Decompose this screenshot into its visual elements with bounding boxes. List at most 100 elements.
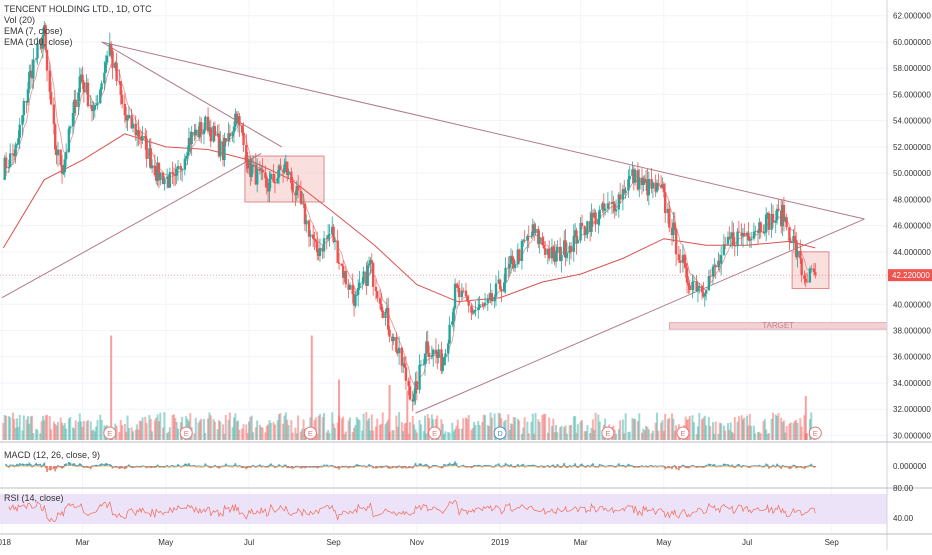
volume-bar <box>19 415 21 440</box>
candle-body <box>708 276 710 290</box>
volume-bar <box>750 426 752 440</box>
candle-body <box>599 210 601 219</box>
candle-body <box>300 191 302 204</box>
candle-body <box>663 184 665 192</box>
volume-bar <box>698 413 700 440</box>
volume-bar <box>363 414 365 440</box>
candle-body <box>96 103 98 105</box>
candle-body <box>106 56 108 63</box>
candle-body <box>413 394 415 402</box>
volume-bar <box>416 433 418 440</box>
candle-body <box>354 295 356 305</box>
candle-body <box>442 365 444 371</box>
volume-bar <box>462 418 464 440</box>
volume-bar <box>214 422 216 440</box>
candle-body <box>46 50 48 71</box>
volume-bar <box>146 423 148 440</box>
candle-body <box>54 124 56 149</box>
volume-bar <box>69 417 71 440</box>
y-tick-label: 44.000000 <box>893 248 931 257</box>
candle-body <box>608 203 610 204</box>
y-tick-label: 40.000000 <box>893 300 931 309</box>
volume-bar <box>468 415 470 440</box>
candle-body <box>428 353 430 357</box>
candle-body <box>328 234 330 235</box>
candle-body <box>105 63 107 73</box>
candle-body <box>144 136 146 138</box>
candle-body <box>689 285 691 290</box>
candle-body <box>59 150 61 165</box>
candle-body <box>594 213 596 225</box>
candle-body <box>387 308 389 330</box>
candle-body <box>264 173 266 179</box>
candle-body <box>69 127 71 129</box>
volume-bar <box>382 412 384 440</box>
x-tick-label: Nov <box>410 538 424 547</box>
volume-bar <box>528 433 530 440</box>
volume-bar <box>475 425 477 440</box>
candle-body <box>709 276 711 277</box>
candle-body <box>94 105 96 110</box>
y-tick-label: 38.000000 <box>893 327 931 336</box>
volume-bar <box>625 413 627 440</box>
candle-body <box>679 260 681 263</box>
candle-body <box>675 229 677 254</box>
candle-body <box>169 172 171 187</box>
volume-bar <box>772 413 774 440</box>
candle-body <box>693 281 695 282</box>
candle-body <box>491 293 493 301</box>
event-marker-label: E <box>680 429 685 438</box>
candle-body <box>290 172 292 183</box>
candle-body <box>518 249 520 261</box>
candle-body <box>401 348 403 366</box>
candle-body <box>358 283 360 288</box>
volume-bar <box>279 413 281 440</box>
candle-body <box>266 178 268 187</box>
candle-body <box>352 285 354 294</box>
x-tick-label: Mar <box>574 538 588 547</box>
candle-body <box>163 179 165 184</box>
candle-body <box>604 209 606 211</box>
candle-body <box>452 308 454 321</box>
candle-body <box>747 233 749 240</box>
candle-body <box>372 263 374 287</box>
candle-body <box>345 271 347 284</box>
volume-bar <box>458 429 460 440</box>
candle-body <box>648 179 650 195</box>
volume-spike <box>389 385 391 440</box>
candle-body <box>279 165 281 170</box>
candle-body <box>181 170 183 171</box>
volume-spike <box>110 336 112 441</box>
indicator-volume: Vol (20) <box>4 15 152 26</box>
volume-bar <box>790 422 792 440</box>
candle-body <box>776 209 778 220</box>
candle-body <box>657 183 659 185</box>
candle-body <box>268 179 270 191</box>
event-marker-label: E <box>308 429 313 438</box>
candle-body <box>21 115 23 124</box>
candle-body <box>543 245 545 248</box>
candle-body <box>427 341 429 352</box>
candle-body <box>316 242 318 253</box>
volume-bar <box>657 431 659 440</box>
candle-body <box>705 290 707 294</box>
candle-body <box>447 343 449 353</box>
candle-body <box>57 150 59 156</box>
volume-bar <box>376 419 378 440</box>
candle-body <box>392 337 394 341</box>
candle-body <box>139 137 141 138</box>
candle-body <box>503 283 505 292</box>
candle-body <box>23 101 25 115</box>
candle-body <box>225 138 227 141</box>
volume-bar <box>634 419 636 440</box>
candle-body <box>388 330 390 337</box>
volume-bar <box>689 416 691 440</box>
candle-body <box>241 125 243 132</box>
candle-body <box>242 133 244 145</box>
volume-bar <box>97 420 99 440</box>
candle-body <box>252 165 254 167</box>
volume-bar <box>581 420 583 440</box>
volume-bar <box>9 417 11 440</box>
